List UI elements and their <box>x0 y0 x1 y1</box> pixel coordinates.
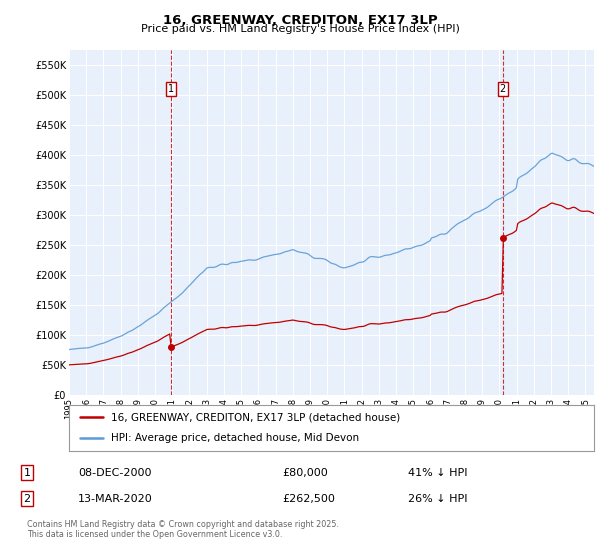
Text: 13-MAR-2020: 13-MAR-2020 <box>78 493 153 503</box>
Text: £80,000: £80,000 <box>282 468 328 478</box>
Text: 26% ↓ HPI: 26% ↓ HPI <box>408 493 467 503</box>
Text: 16, GREENWAY, CREDITON, EX17 3LP: 16, GREENWAY, CREDITON, EX17 3LP <box>163 14 437 27</box>
Text: 16, GREENWAY, CREDITON, EX17 3LP (detached house): 16, GREENWAY, CREDITON, EX17 3LP (detach… <box>111 412 400 422</box>
Text: Price paid vs. HM Land Registry's House Price Index (HPI): Price paid vs. HM Land Registry's House … <box>140 24 460 34</box>
Text: Contains HM Land Registry data © Crown copyright and database right 2025.
This d: Contains HM Land Registry data © Crown c… <box>27 520 339 539</box>
Text: 1: 1 <box>23 468 31 478</box>
Text: 2: 2 <box>23 493 31 503</box>
Text: 41% ↓ HPI: 41% ↓ HPI <box>408 468 467 478</box>
Text: HPI: Average price, detached house, Mid Devon: HPI: Average price, detached house, Mid … <box>111 433 359 444</box>
Text: 1: 1 <box>168 85 174 94</box>
Text: 2: 2 <box>500 85 506 94</box>
Text: 08-DEC-2000: 08-DEC-2000 <box>78 468 151 478</box>
Text: £262,500: £262,500 <box>282 493 335 503</box>
